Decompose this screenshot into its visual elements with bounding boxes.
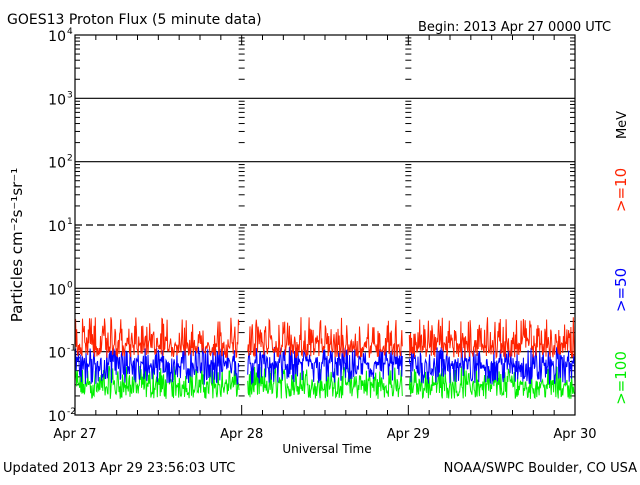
legend-label: >=100 (612, 351, 630, 405)
y-tick-label: 10 (48, 156, 66, 172)
y-tick-exponent: 3 (67, 90, 73, 100)
series-lines (74, 317, 576, 400)
y-axis-label: Particles cm⁻²s⁻¹sr⁻¹ (8, 168, 26, 322)
y-tick-label: 10 (48, 219, 66, 235)
x-tick-labels: Apr 27 Apr 28 Apr 29 Apr 30 (53, 427, 596, 442)
legend-label: >=10 (612, 168, 630, 212)
y-tick-label: 10 (48, 92, 66, 108)
y-tick-exponent: -1 (67, 344, 76, 354)
y-tick-label: 10 (48, 346, 66, 362)
chart-title: GOES13 Proton Flux (5 minute data) (7, 12, 262, 28)
y-tick-exponent: -2 (67, 407, 76, 417)
x-tick-label: Apr 27 (53, 427, 96, 442)
legend-label: >=50 (612, 268, 630, 312)
credit-label: NOAA/SWPC Boulder, CO USA (444, 461, 637, 476)
y-tick-exponent: 1 (67, 217, 73, 227)
y-tick-exponent: 2 (67, 154, 73, 164)
legend-unit-label: MeV (615, 111, 630, 139)
series-line-ge10 (74, 317, 576, 360)
y-tick-label: 10 (48, 282, 66, 298)
x-tick-label: Apr 29 (387, 427, 430, 442)
y-tick-label: 10 (48, 29, 66, 45)
updated-timestamp: Updated 2013 Apr 29 23:56:03 UTC (3, 461, 235, 476)
series-legend: >=10 >=50 >=100 MeV (612, 111, 630, 405)
series-line-ge50 (74, 346, 576, 385)
y-tick-exponent: 4 (67, 27, 73, 37)
series-line-ge100 (74, 365, 576, 400)
threshold-lines (75, 97, 575, 353)
x-axis-label: Universal Time (282, 442, 371, 456)
begin-time-label: Begin: 2013 Apr 27 0000 UTC (418, 20, 611, 35)
y-tick-exponent: 0 (67, 280, 73, 290)
y-tick-label: 10 (48, 409, 66, 425)
plot-frame (74, 34, 576, 416)
x-tick-label: Apr 28 (220, 427, 263, 442)
x-tick-label: Apr 30 (553, 427, 596, 442)
